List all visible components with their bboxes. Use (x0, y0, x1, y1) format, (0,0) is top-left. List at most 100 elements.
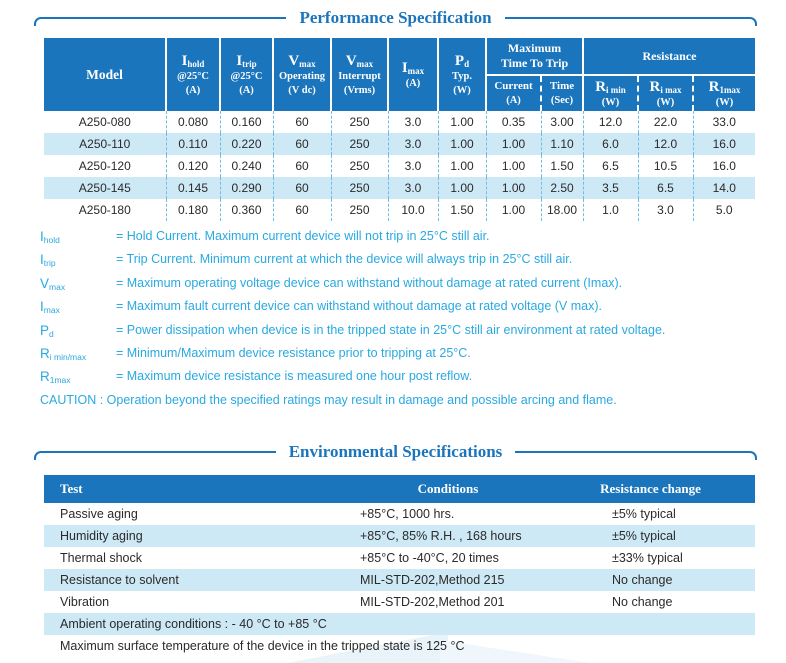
note-line: Itrip = Trip Current. Minimum current at… (40, 250, 757, 273)
col-rimin-header: Ri min (W) (582, 75, 639, 112)
value-cell: 6.5 (637, 177, 694, 200)
value-cell: 250 (330, 199, 388, 222)
test-cell: Humidity aging (60, 529, 143, 543)
value-cell: 5.0 (692, 199, 756, 222)
section-heading: Environmental Specifications (288, 442, 503, 461)
perf-table-row: A250-145 0.145 0.290 60 250 3.0 1.00 1.0… (44, 177, 756, 200)
col-test-header: Test (44, 475, 350, 503)
value-cell: 12.0 (582, 111, 639, 134)
model-cell: A250-120 (78, 159, 131, 174)
value-cell: 6.0 (582, 133, 639, 156)
value-cell: 3.0 (387, 177, 438, 200)
title-rule-left (34, 451, 276, 460)
value-cell: 3.0 (387, 133, 438, 156)
value-cell: 1.00 (485, 177, 541, 200)
performance-section-title: Performance Specification (34, 5, 758, 31)
value-cell: 0.35 (485, 111, 541, 134)
note-text: = Maximum operating voltage device can w… (116, 275, 623, 290)
conditions-cell: +85°C to -40°C, 20 times (360, 551, 499, 565)
env-table-row: Vibration MIL-STD-202,Method 201 No chan… (44, 591, 755, 613)
value-cell: 0.240 (219, 155, 273, 178)
col-imax-header: Imax (A) (387, 38, 438, 112)
col-vmax-operating-header: Vmax Operating (V dc) (272, 38, 331, 112)
note-text: = Minimum/Maximum device resistance prio… (116, 346, 471, 361)
note-symbol: Itrip (40, 252, 56, 269)
value-cell: 1.00 (437, 155, 486, 178)
ambient-conditions-note: Ambient operating conditions : - 40 °C t… (60, 617, 327, 631)
col-trip-current-header: Current (A) (485, 75, 541, 112)
value-cell: 0.360 (219, 199, 273, 222)
value-cell: 60 (272, 111, 331, 134)
value-cell: 3.0 (387, 155, 438, 178)
perf-table-row: A250-110 0.110 0.220 60 250 3.0 1.00 1.0… (44, 133, 756, 156)
col-itrip-header: Itrip @25°C (A) (219, 38, 273, 112)
max-surface-temp-note: Maximum surface temperature of the devic… (60, 639, 465, 653)
note-symbol: Imax (40, 299, 60, 316)
value-cell: 0.180 (165, 199, 220, 222)
group-time-to-trip-header: Maximum Time To Trip (484, 38, 584, 76)
value-cell: 0.220 (219, 133, 273, 156)
env-table-row: Humidity aging +85°C, 85% R.H. , 168 hou… (44, 525, 755, 547)
value-cell: 1.10 (540, 133, 584, 156)
note-text: = Trip Current. Minimum current at which… (116, 252, 573, 267)
value-cell: 16.0 (692, 133, 756, 156)
note-symbol: Pd (40, 322, 54, 339)
value-cell: 1.50 (437, 199, 486, 222)
value-cell: 1.0 (582, 199, 639, 222)
value-cell: 0.110 (165, 133, 220, 156)
title-rule-right (515, 451, 757, 460)
env-table-row: Resistance to solvent MIL-STD-202,Method… (44, 569, 755, 591)
perf-table-row: A250-180 0.180 0.360 60 250 10.0 1.50 1.… (44, 199, 756, 222)
value-cell: 3.00 (540, 111, 584, 134)
conditions-cell: MIL-STD-202,Method 215 (360, 573, 505, 587)
test-cell: Vibration (60, 595, 110, 609)
performance-spec-table: Model Ihold @25°C (A) Itrip @25°C (A) Vm… (44, 38, 756, 222)
note-text: = Maximum fault current device can withs… (116, 299, 602, 314)
value-cell: 3.0 (637, 199, 694, 222)
env-table-row: Passive aging +85°C, 1000 hrs. ±5% typic… (44, 503, 755, 525)
value-cell: 250 (330, 133, 388, 156)
title-rule-right (504, 17, 758, 26)
note-line: Vmax = Maximum operating voltage device … (40, 274, 757, 297)
value-cell: 0.120 (165, 155, 220, 178)
resistance-change-cell: ±5% typical (612, 507, 676, 521)
value-cell: 10.5 (637, 155, 694, 178)
col-model-header: Model (44, 38, 166, 112)
value-cell: 18.00 (540, 199, 584, 222)
value-cell: 12.0 (637, 133, 694, 156)
note-line: Imax = Maximum fault current device can … (40, 297, 757, 320)
value-cell: 60 (272, 199, 331, 222)
col-rimax-header: Ri max (W) (637, 75, 694, 112)
note-line: R1max = Maximum device resistance is mea… (40, 367, 757, 390)
value-cell: 1.00 (437, 111, 486, 134)
value-cell: 1.00 (485, 133, 541, 156)
note-symbol: Ri min/max (40, 346, 87, 363)
test-cell: Passive aging (60, 507, 138, 521)
note-line: Ri min/max = Minimum/Maximum device resi… (40, 344, 757, 367)
env-table-row: Thermal shock +85°C to -40°C, 20 times ±… (44, 547, 755, 569)
note-text: = Power dissipation when device is in th… (116, 322, 666, 337)
caution-text: CAUTION : Operation beyond the specified… (40, 392, 617, 407)
environmental-spec-table: Test Conditions Resistance change Passiv… (44, 475, 755, 657)
value-cell: 1.50 (540, 155, 584, 178)
note-symbol: Ihold (40, 229, 60, 245)
note-text: = Hold Current. Maximum current device w… (116, 229, 490, 243)
value-cell: 0.290 (219, 177, 273, 200)
col-conditions-header: Conditions (350, 475, 584, 503)
value-cell: 0.145 (165, 177, 220, 200)
col-pd-header: Pd Typ. (W) (437, 38, 486, 112)
resistance-change-cell: No change (612, 595, 673, 609)
col-resistance-change-header: Resistance change (584, 475, 755, 503)
value-cell: 10.0 (387, 199, 438, 222)
value-cell: 250 (330, 111, 388, 134)
model-cell: A250-180 (78, 203, 131, 218)
value-cell: 3.0 (387, 111, 438, 134)
value-cell: 0.080 (165, 111, 220, 134)
env-footer-row: Maximum surface temperature of the devic… (44, 635, 755, 657)
notes-block: Ihold = Hold Current. Maximum current de… (40, 227, 757, 410)
note-line: Pd = Power dissipation when device is in… (40, 321, 757, 344)
note-symbol: Vmax (40, 275, 66, 292)
col-ihold-header: Ihold @25°C (A) (165, 38, 220, 112)
perf-table-row: A250-080 0.080 0.160 60 250 3.0 1.00 0.3… (44, 111, 756, 134)
perf-header-row-2: Current (A) Time (Sec) Ri min (W) Ri max… (44, 75, 756, 112)
